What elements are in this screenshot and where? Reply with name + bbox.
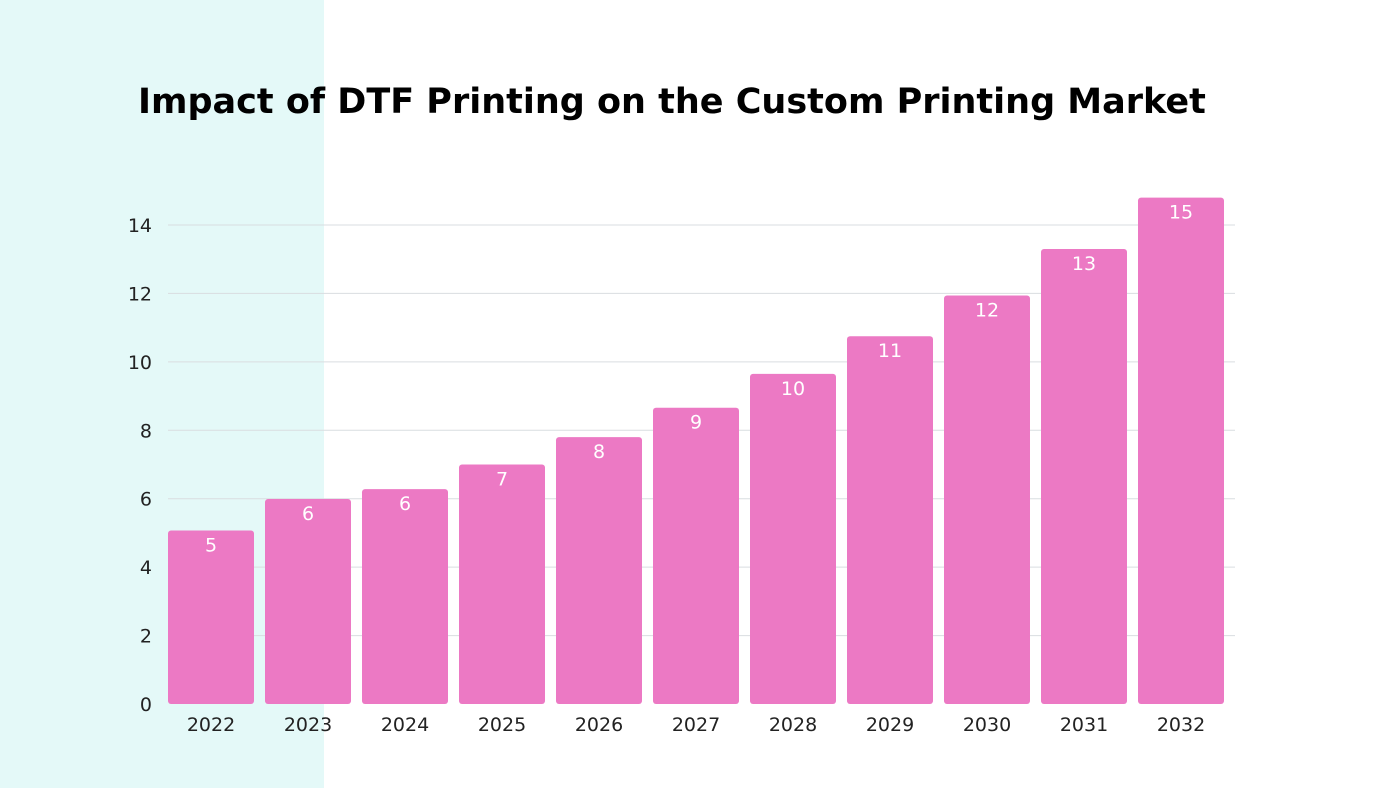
- data-label-2023: 6: [302, 503, 314, 525]
- y-tick-label: 14: [128, 215, 152, 237]
- x-tick-label-2022: 2022: [187, 714, 235, 736]
- data-label-2032: 15: [1169, 202, 1193, 224]
- x-tick-label-2031: 2031: [1060, 714, 1108, 736]
- x-tick-label-2023: 2023: [284, 714, 332, 736]
- data-labels: 5 6 6 7 8 9 10 11 12 13 15: [205, 202, 1193, 557]
- x-tick-label-2029: 2029: [866, 714, 914, 736]
- x-tick-label-2025: 2025: [478, 714, 526, 736]
- bar-2026: [556, 437, 642, 704]
- bar-2031: [1041, 248, 1127, 704]
- data-label-2022: 5: [205, 535, 217, 557]
- y-tick-label: 8: [140, 420, 152, 442]
- bar-2024: [362, 489, 448, 704]
- bar-2032: [1138, 197, 1224, 704]
- bar-2027: [653, 407, 739, 704]
- y-tick-label: 0: [140, 694, 152, 716]
- y-tick-label: 6: [140, 489, 152, 511]
- data-label-2029: 11: [878, 340, 902, 362]
- x-tick-label-2027: 2027: [672, 714, 720, 736]
- data-label-2026: 8: [593, 441, 605, 463]
- y-tick-label: 2: [140, 626, 152, 648]
- data-label-2027: 9: [690, 412, 702, 434]
- x-tick-label-2026: 2026: [575, 714, 623, 736]
- data-label-2031: 13: [1072, 253, 1096, 275]
- y-tick-label: 10: [128, 352, 152, 374]
- bar-2028: [750, 373, 836, 704]
- bars: [168, 197, 1224, 704]
- y-axis-ticks: 0 2 4 6 8 10 12 14: [128, 215, 152, 716]
- data-label-2028: 10: [781, 378, 805, 400]
- bar-2022: [168, 530, 254, 704]
- bar-2029: [847, 336, 933, 704]
- y-tick-label: 12: [128, 283, 152, 305]
- chart-title: Impact of DTF Printing on the Custom Pri…: [138, 82, 1206, 122]
- x-axis-ticks: 2022 2023 2024 2025 2026 2027 2028 2029 2030 2031…: [187, 714, 1205, 736]
- x-tick-label-2028: 2028: [769, 714, 817, 736]
- data-label-2030: 12: [975, 299, 999, 321]
- bar-2030: [944, 295, 1030, 704]
- data-label-2025: 7: [496, 469, 508, 491]
- x-tick-label-2032: 2032: [1157, 714, 1205, 736]
- bar-2023: [265, 499, 351, 704]
- y-tick-label: 4: [140, 557, 152, 579]
- x-tick-label-2024: 2024: [381, 714, 429, 736]
- data-label-2024: 6: [399, 493, 411, 515]
- bar-2025: [459, 464, 545, 704]
- x-tick-label-2030: 2030: [963, 714, 1011, 736]
